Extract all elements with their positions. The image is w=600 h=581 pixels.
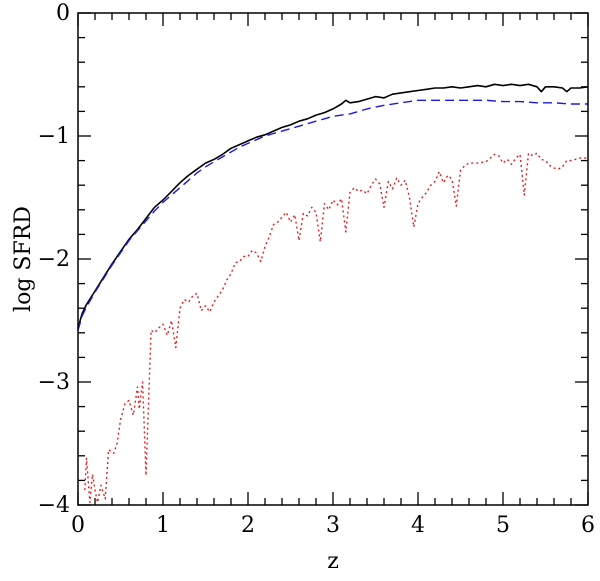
series-line-3 [84, 152, 588, 504]
y-tick-label: −2 [38, 247, 70, 272]
x-tick-label: 5 [496, 513, 510, 538]
plot-frame [77, 12, 589, 506]
x-tick-label: 4 [411, 513, 425, 538]
x-tick-label: 0 [71, 513, 85, 538]
x-tick-label: 3 [326, 513, 340, 538]
series-line-1 [77, 83, 589, 329]
series-layer [77, 83, 589, 504]
tick-layer [77, 12, 589, 506]
label-layer: 0 1 2 3 4 5 6 0 −1 −2 −3 −4 [38, 1, 595, 538]
y-tick-label: −4 [38, 493, 70, 518]
y-tick-label: −3 [38, 370, 70, 395]
x-tick-label: 2 [241, 513, 255, 538]
y-tick-label: −1 [38, 124, 70, 149]
y-tick-label: 0 [56, 1, 70, 26]
series-line-2 [77, 99, 588, 331]
y-axis-label: log SFRD [11, 206, 36, 312]
x-axis-label: z [327, 549, 339, 574]
x-tick-label: 6 [581, 513, 595, 538]
x-tick-label: 1 [156, 513, 170, 538]
